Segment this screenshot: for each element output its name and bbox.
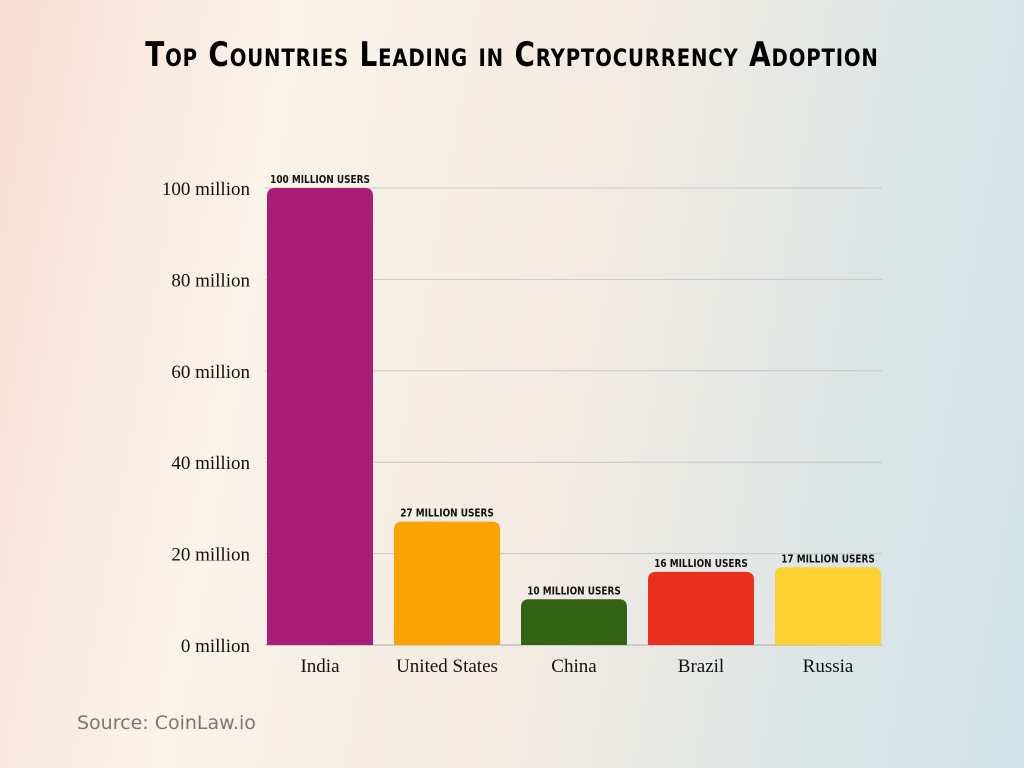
- data-label: 27 MILLION USERS: [400, 508, 494, 520]
- bar-china: [521, 599, 627, 645]
- chart-title: Top Countries Leading in Cryptocurrency …: [145, 35, 879, 75]
- y-tick-label: 100 million: [162, 179, 251, 200]
- x-tick-label: India: [300, 656, 340, 677]
- data-label: 10 MILLION USERS: [527, 586, 621, 598]
- y-tick-label: 40 million: [171, 453, 250, 474]
- bar-russia: [775, 567, 881, 645]
- data-label: 100 MILLION USERS: [270, 174, 370, 186]
- x-tick-label: China: [551, 656, 597, 677]
- x-tick-label: United States: [396, 656, 498, 677]
- y-tick-label: 80 million: [171, 270, 250, 291]
- bar-brazil: [648, 571, 754, 645]
- y-tick-label: 20 million: [171, 545, 250, 566]
- data-label: 16 MILLION USERS: [654, 558, 748, 570]
- y-tick-label: 0 million: [181, 636, 251, 657]
- x-tick-label: Brazil: [678, 656, 724, 677]
- source-note: Source: CoinLaw.io: [77, 712, 256, 734]
- x-tick-label: Russia: [803, 656, 854, 677]
- bar-united-states: [394, 521, 500, 645]
- bar-india: [267, 188, 373, 645]
- data-label: 17 MILLION USERS: [781, 554, 875, 566]
- y-tick-label: 60 million: [171, 362, 250, 383]
